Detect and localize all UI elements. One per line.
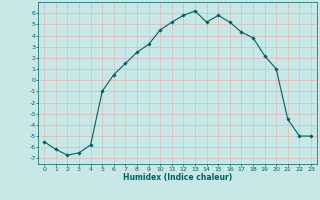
- X-axis label: Humidex (Indice chaleur): Humidex (Indice chaleur): [123, 173, 232, 182]
